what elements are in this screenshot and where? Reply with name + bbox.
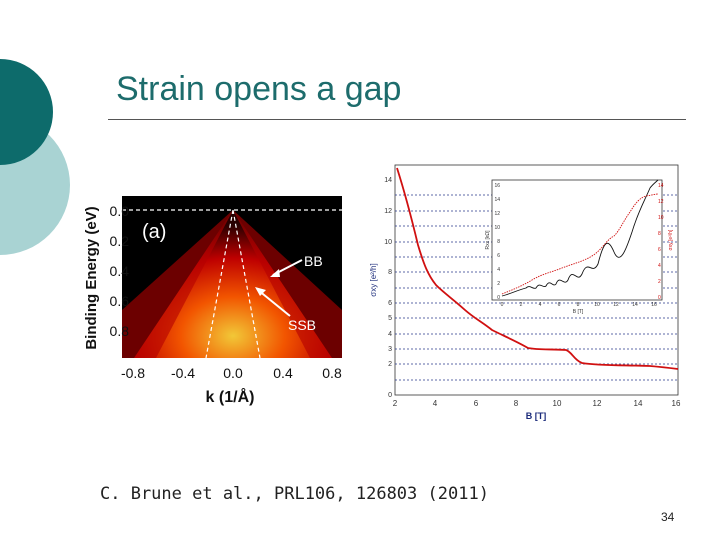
- title-divider: [108, 119, 686, 120]
- hall-figure: 0 2 3 4 5 6 8 10 12 14 2 4 6 8 10 12 14 …: [370, 164, 681, 421]
- inset-ytick-label: 0: [658, 295, 661, 301]
- inset-ytick-label: 14: [658, 183, 664, 189]
- band-glow-right: [233, 210, 342, 358]
- band-glow: [134, 210, 332, 358]
- inset-ytick-label: 0: [497, 295, 500, 301]
- inset-ylabel-right: σxy [e²/h]: [668, 229, 674, 250]
- ytick-label: 3: [388, 346, 392, 353]
- xtick-label: 16: [672, 399, 681, 408]
- inset-xtick-label: 14: [632, 302, 638, 308]
- decorative-circles: [0, 59, 70, 255]
- ytick-label: 0.8: [110, 323, 130, 339]
- ytick-label: 0.0: [110, 203, 130, 219]
- xtick-label: 6: [474, 399, 479, 408]
- hall-conductance-curve: [396, 167, 679, 370]
- inset-ytick-label: 2: [497, 281, 500, 287]
- inset-ytick-label: 12: [494, 211, 500, 217]
- inset-ytick-label: 8: [658, 231, 661, 237]
- ssb-label: SSB: [288, 317, 316, 333]
- inset-xtick-label: 12: [613, 302, 619, 308]
- arpes-xtick-labels: -0.8 -0.4 0.0 0.4 0.8: [121, 365, 342, 381]
- citation: C. Brune et al., PRL106, 126803 (2011): [100, 484, 489, 504]
- xtick-label: 0.4: [273, 365, 293, 381]
- xtick-label: -0.4: [171, 365, 195, 381]
- inset-xtick-label: 8: [577, 302, 580, 308]
- inset-xtick-label: 16: [651, 302, 657, 308]
- inset-ytick-left: 0 2 4 6 8 10 12 14 16: [494, 183, 500, 301]
- inset-sigma-curve: [501, 193, 659, 295]
- dark-teal-circle: [0, 59, 53, 165]
- inset-ytick-right: 0 2 4 6 8 10 12 14: [658, 183, 664, 301]
- bb-arrow-head: [270, 269, 280, 277]
- hall-ytick-labels: 0 2 3 4 5 6 8 10 12 14: [384, 177, 392, 399]
- arpes-ytick-labels: 0.0 0.2 0.4 0.6 0.8: [110, 203, 130, 339]
- ytick-label: 10: [384, 239, 392, 246]
- xtick-label: 0.0: [223, 365, 243, 381]
- xtick-label: 14: [634, 399, 643, 408]
- inset-ytick-label: 4: [497, 267, 500, 273]
- xtick-label: 12: [593, 399, 602, 408]
- ytick-label: 0.4: [110, 263, 130, 279]
- inset-xlabel: B [T]: [573, 309, 584, 315]
- inset-xtick-label: 0: [501, 302, 504, 308]
- inset-ytick-label: 8: [497, 239, 500, 245]
- ytick-label: 8: [388, 269, 392, 276]
- arpes-figure: (a) BB SSB 0.0 0.2 0.4 0.6 0.8 -0.8 -0.4…: [83, 196, 342, 406]
- inset-ytick-label: 2: [658, 279, 661, 285]
- ytick-label: 0: [388, 392, 392, 399]
- inset-ytick-label: 4: [658, 263, 661, 269]
- xtick-label: 8: [514, 399, 519, 408]
- panel-label: (a): [142, 221, 166, 243]
- page-number: 34: [661, 510, 675, 524]
- inset-ytick-label: 10: [494, 225, 500, 231]
- ytick-label: 2: [388, 361, 392, 368]
- arpes-xlabel: k (1/Å): [206, 387, 255, 406]
- ytick-label: 12: [384, 208, 392, 215]
- ytick-label: 0.2: [110, 233, 130, 249]
- arpes-ylabel: Binding Energy (eV): [83, 206, 100, 349]
- xtick-label: 10: [553, 399, 562, 408]
- inset-xtick-labels: 0 2 4 6 8 10 12 14 16: [501, 302, 657, 308]
- hall-ylabel: σxy [e²/h]: [370, 263, 378, 296]
- ssb-arrow-head: [255, 287, 266, 296]
- inset-frame: [491, 179, 663, 301]
- inset-ytick-label: 10: [658, 215, 664, 221]
- xtick-label: 2: [393, 399, 398, 408]
- inset-ylabel-left: Rxx [kΩ]: [485, 230, 491, 250]
- xtick-label: 4: [433, 399, 438, 408]
- xtick-label: 0.8: [322, 365, 342, 381]
- hall-xlabel: B [T]: [526, 411, 547, 421]
- ytick-label: 5: [388, 315, 392, 322]
- inset-xtick-label: 10: [594, 302, 600, 308]
- ytick-label: 14: [384, 177, 392, 184]
- ytick-label: 6: [388, 300, 392, 307]
- inset-rxx-curve: [501, 179, 659, 297]
- bb-label: BB: [304, 253, 323, 269]
- band-glow-left: [122, 210, 233, 358]
- ytick-label: 4: [388, 331, 392, 338]
- inset-xtick-label: 4: [539, 302, 542, 308]
- ytick-label: 0.6: [110, 293, 130, 309]
- inset-ytick-label: 6: [497, 253, 500, 259]
- inset-ytick-label: 14: [494, 197, 500, 203]
- slide-title: Strain opens a gap: [116, 70, 402, 108]
- inset-xtick-label: 6: [558, 302, 561, 308]
- ssb-arrow: [257, 289, 291, 317]
- inset-ytick-label: 16: [494, 183, 500, 189]
- hall-xtick-labels: 2 4 6 8 10 12 14 16: [393, 399, 681, 408]
- xtick-label: -0.8: [121, 365, 145, 381]
- inset-ytick-label: 12: [658, 199, 664, 205]
- inset-ytick-label: 6: [658, 247, 661, 253]
- inset-xtick-label: 2: [520, 302, 523, 308]
